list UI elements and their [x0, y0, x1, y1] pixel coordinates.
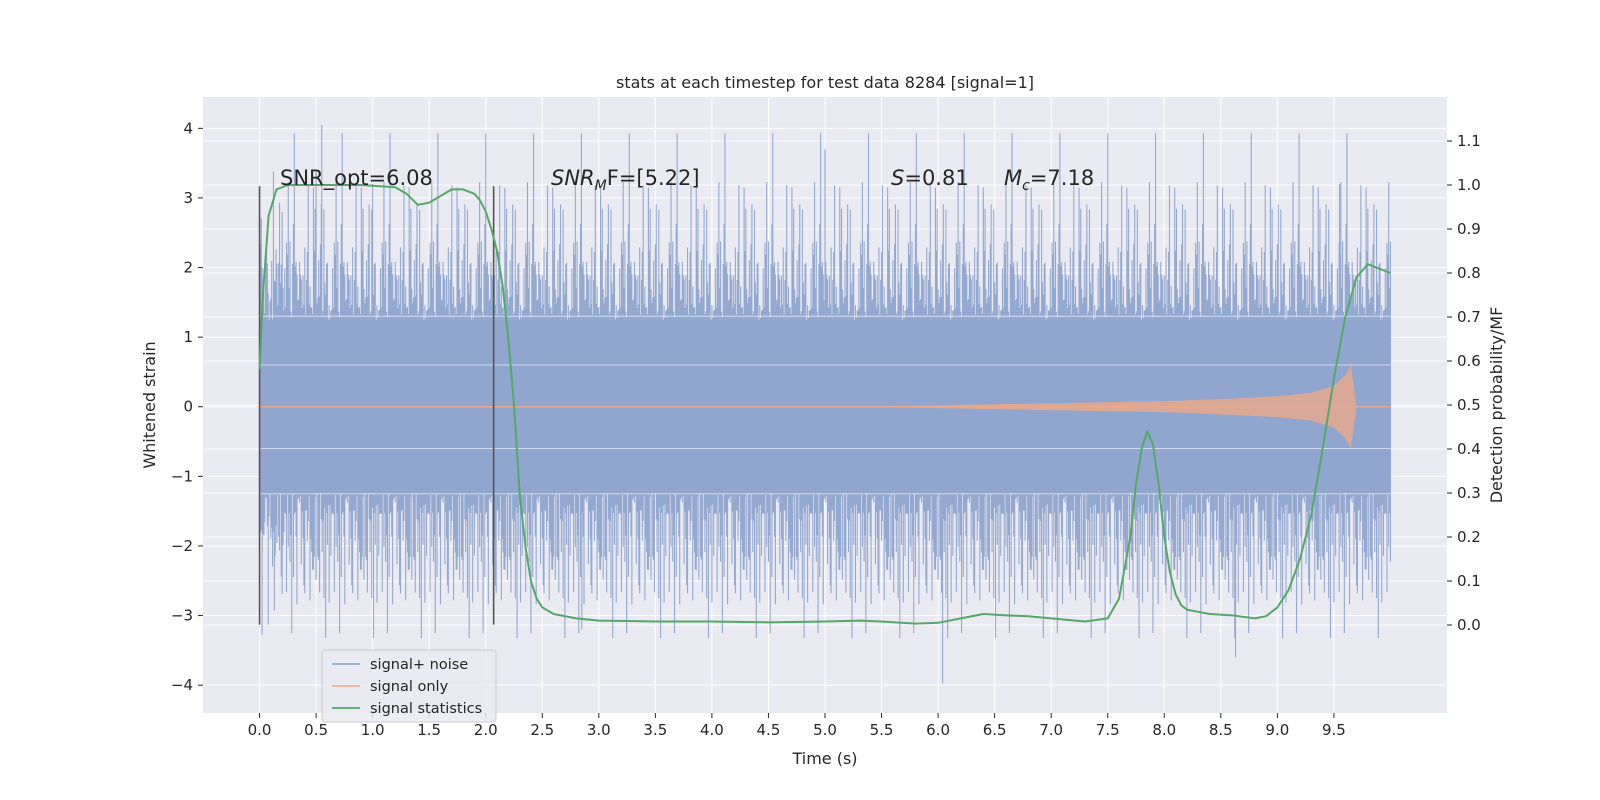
legend-label-signal-noise: signal+ noise	[370, 657, 468, 673]
ticks: 0.0 0.5 1.0 1.5 2.0 2.5 3.0 3.5 4.0 4.5 5.0 5.5 6.0 6…	[171, 119, 1481, 739]
x-tick-label-14: 7.0	[1039, 721, 1063, 739]
y-tick-label-0: −4	[171, 676, 193, 694]
x-tick-label-15: 7.5	[1096, 721, 1120, 739]
y-right-tick-label-1: 0.1	[1457, 572, 1481, 590]
legend-label-signal-only: signal only	[370, 679, 449, 695]
y-right-tick-label-5: 0.5	[1457, 396, 1481, 414]
y-tick-label-2: −2	[171, 537, 193, 555]
y-right-tick-label-11: 1.1	[1457, 132, 1481, 150]
y-right-tick-label-3: 0.3	[1457, 484, 1481, 502]
y-tick-label-6: 2	[183, 259, 193, 277]
x-tick-label-5: 2.5	[530, 721, 554, 739]
series-signal-only	[259, 364, 1391, 449]
y-right-tick-label-0: 0.0	[1457, 616, 1481, 634]
chart-title: stats at each timestep for test data 828…	[616, 73, 1034, 92]
y-right-tick-label-10: 1.0	[1457, 176, 1481, 194]
x-tick-label-4: 2.0	[474, 721, 498, 739]
y-right-tick-label-6: 0.6	[1457, 352, 1481, 370]
y-right-tick-label-9: 0.9	[1457, 220, 1481, 238]
series-signal-statistics	[258, 184, 1391, 625]
annotation-s-symbol: S	[891, 166, 904, 190]
y-axis-label: Whitened strain	[140, 341, 159, 468]
y-right-tick-label-4: 0.4	[1457, 440, 1481, 458]
y-tick-label-7: 3	[183, 189, 193, 207]
y-right-axis-label: Detection probability/MF	[1487, 307, 1506, 504]
x-tick-label-7: 3.5	[643, 721, 667, 739]
x-tick-label-11: 5.5	[870, 721, 894, 739]
y-tick-label-4: 0	[183, 398, 193, 416]
x-tick-label-9: 4.5	[757, 721, 781, 739]
x-tick-label-18: 9.0	[1265, 721, 1289, 739]
annotation-mc-sub: c	[1022, 178, 1030, 194]
x-tick-label-0: 0.0	[248, 721, 272, 739]
x-tick-label-12: 6.0	[926, 721, 950, 739]
y-tick-label-8: 4	[183, 119, 193, 137]
x-tick-label-8: 4.0	[700, 721, 724, 739]
x-tick-label-3: 1.5	[417, 721, 441, 739]
statistics-line	[258, 184, 1391, 625]
x-tick-label-16: 8.0	[1152, 721, 1176, 739]
annotation-mc-symbol: M	[1004, 166, 1022, 190]
annotation-snr-opt: SNR_opt=6.08	[280, 166, 433, 191]
annotation-s-value: =0.81	[904, 166, 968, 190]
y-tick-label-5: 1	[183, 328, 193, 346]
x-tick-label-1: 0.5	[304, 721, 328, 739]
x-tick-label-2: 1.0	[361, 721, 385, 739]
x-tick-label-13: 6.5	[983, 721, 1007, 739]
annotation-snr-mf-prefix: SNR	[551, 166, 595, 190]
x-tick-label-6: 3.0	[587, 721, 611, 739]
y-tick-label-1: −3	[171, 607, 193, 625]
y-right-tick-label-7: 0.7	[1457, 308, 1481, 326]
x-tick-label-17: 8.5	[1209, 721, 1233, 739]
legend-box	[321, 649, 497, 723]
x-tick-label-19: 9.5	[1322, 721, 1346, 739]
annotation-snr-mf: SNRMF=[5.22]	[551, 166, 700, 194]
y-right-tick-label-8: 0.8	[1457, 264, 1481, 282]
y-tick-label-3: −1	[171, 467, 193, 485]
annotation-mc: Mc=7.18	[1004, 166, 1094, 194]
x-axis-label: Time (s)	[791, 749, 857, 768]
legend-label-signal-statistics: signal statistics	[370, 701, 482, 717]
vertical-markers	[258, 186, 495, 625]
annotation-snr-mf-suffix: F=[5.22]	[607, 166, 700, 190]
legend: signal+ noise signal only signal statist…	[321, 649, 497, 723]
x-tick-label-10: 5.0	[813, 721, 837, 739]
annotation-snr-mf-sub: M	[595, 178, 607, 194]
annotation-mc-value: =7.18	[1030, 166, 1094, 190]
annotation-s: S=0.81	[891, 166, 969, 190]
y-right-tick-label-2: 0.2	[1457, 528, 1481, 546]
